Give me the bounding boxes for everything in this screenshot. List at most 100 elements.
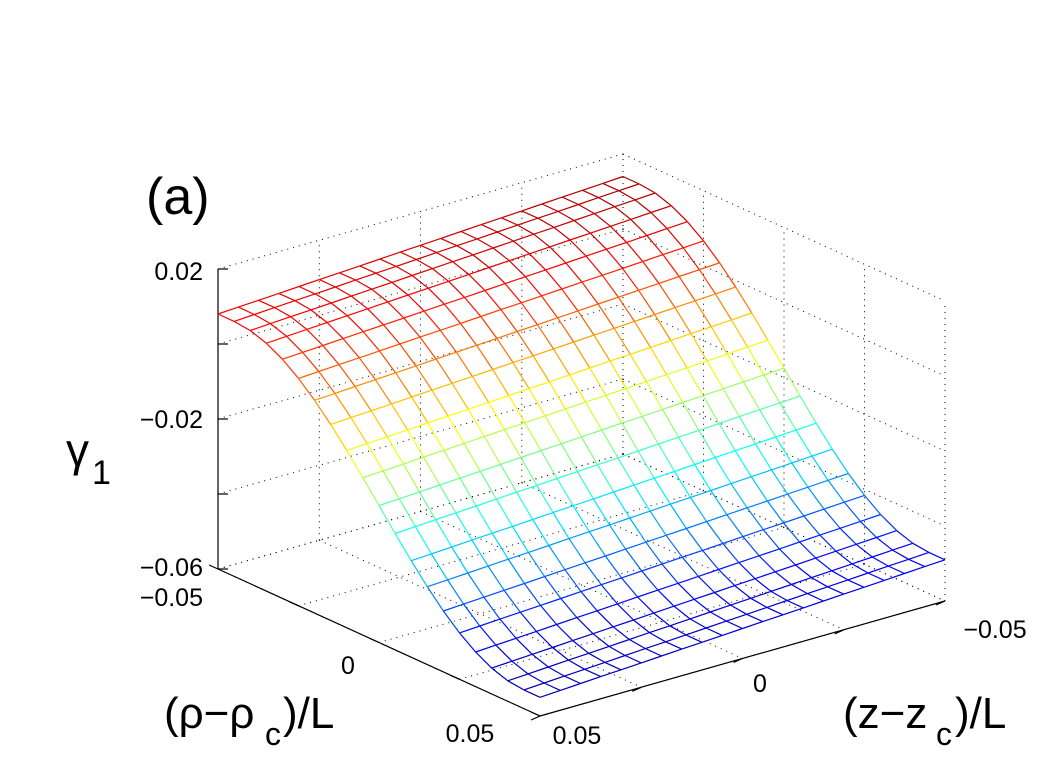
mesh-edge xyxy=(475,505,493,534)
mesh-edge xyxy=(318,364,340,373)
mesh-edge xyxy=(460,323,478,346)
mesh-edge xyxy=(613,327,631,355)
mesh-edge xyxy=(564,668,585,677)
mesh-edge xyxy=(694,591,715,600)
mesh-edge xyxy=(533,226,555,235)
mesh-edge xyxy=(754,443,773,471)
mesh-edge xyxy=(714,585,735,594)
mesh-edge xyxy=(399,343,417,367)
mesh-edge xyxy=(747,346,765,376)
mesh-edge xyxy=(589,360,611,369)
mesh-edge xyxy=(358,357,376,381)
mesh-edge xyxy=(711,319,732,328)
mesh-edge xyxy=(601,429,619,459)
mesh-edge xyxy=(617,457,635,486)
mesh-edge xyxy=(495,637,517,646)
mesh-edge xyxy=(411,389,433,398)
mesh-edge xyxy=(492,369,510,396)
mesh-edge xyxy=(597,464,615,493)
mesh-edge xyxy=(265,342,283,360)
mesh-edge xyxy=(750,590,772,599)
mesh-edge xyxy=(541,288,562,297)
mesh-edge xyxy=(290,316,308,330)
mesh-edge xyxy=(681,641,703,650)
mesh-edge xyxy=(298,285,316,295)
mesh-edge xyxy=(432,261,453,270)
mesh-edge xyxy=(734,578,756,587)
mesh-edge xyxy=(689,618,707,629)
mesh-edge xyxy=(471,376,490,403)
mesh-edge xyxy=(556,617,578,626)
mesh-edge xyxy=(758,548,780,557)
mesh-edge xyxy=(598,190,620,199)
rho-tick xyxy=(530,711,541,717)
mesh-edge xyxy=(604,654,626,663)
mesh-edge xyxy=(543,675,565,684)
mesh-edge xyxy=(629,638,646,650)
mesh-edge xyxy=(495,644,513,662)
mesh-edge xyxy=(863,579,885,588)
mesh-edge xyxy=(650,212,668,230)
mesh-edge xyxy=(439,329,457,353)
mesh-edge xyxy=(515,637,533,655)
mesh-edge xyxy=(661,648,682,657)
mesh-edge xyxy=(266,335,287,344)
mesh-edge xyxy=(735,443,756,452)
mesh-edge xyxy=(581,429,602,438)
mesh-edge xyxy=(602,267,623,276)
mesh-edge xyxy=(641,415,659,445)
mesh-edge xyxy=(604,555,622,579)
mesh-edge xyxy=(770,590,788,602)
mesh-edge xyxy=(614,199,636,208)
mesh-edge xyxy=(527,673,545,684)
mesh-edge xyxy=(908,558,926,568)
mesh-edge xyxy=(282,351,303,360)
mesh-edge xyxy=(650,205,672,214)
mesh-edge xyxy=(787,486,809,495)
mesh-edge xyxy=(641,655,662,664)
mesh-edge xyxy=(528,381,550,390)
mesh-edge xyxy=(375,265,397,274)
zpos-tick xyxy=(733,657,743,664)
mesh-edge xyxy=(637,450,655,479)
mesh-edge xyxy=(483,596,501,620)
mesh-edge xyxy=(447,579,465,605)
mesh-edge xyxy=(653,612,671,627)
mesh-edge xyxy=(395,258,417,267)
mesh-edge xyxy=(762,614,784,623)
mesh-edge xyxy=(678,276,696,302)
mesh-edge xyxy=(666,367,688,376)
mesh-edge xyxy=(455,512,473,541)
mesh-edge xyxy=(588,652,606,663)
mesh-edge xyxy=(807,586,828,595)
mesh-edge xyxy=(399,491,420,500)
mesh-edge xyxy=(730,319,749,348)
mesh-edge xyxy=(420,237,441,246)
mesh-edge xyxy=(394,533,412,562)
mesh-edge xyxy=(710,483,732,492)
mesh-edge xyxy=(536,485,554,513)
mesh-edge xyxy=(464,297,482,317)
mesh-edge xyxy=(359,258,381,267)
mesh-edge xyxy=(791,583,808,595)
mesh-edge xyxy=(569,239,587,257)
mesh-edge xyxy=(418,491,437,521)
mesh-edge xyxy=(443,449,461,479)
mesh-edge xyxy=(576,610,598,619)
mesh-edge xyxy=(254,313,271,325)
mesh-edge xyxy=(759,402,781,411)
mesh-edge xyxy=(698,422,720,431)
mesh-edge xyxy=(835,543,857,552)
mesh-edge xyxy=(217,313,235,322)
grid-line xyxy=(378,527,785,643)
mesh-edge xyxy=(520,457,538,486)
mesh-edge xyxy=(807,486,825,510)
mesh-edge xyxy=(568,531,590,540)
mesh-edge xyxy=(593,491,614,500)
mesh-edge xyxy=(339,265,360,274)
mesh-edge xyxy=(690,497,708,522)
mesh-edge xyxy=(451,539,473,548)
mesh-edge xyxy=(574,213,595,222)
mesh-edge xyxy=(545,269,563,290)
mesh-edge xyxy=(630,218,648,236)
